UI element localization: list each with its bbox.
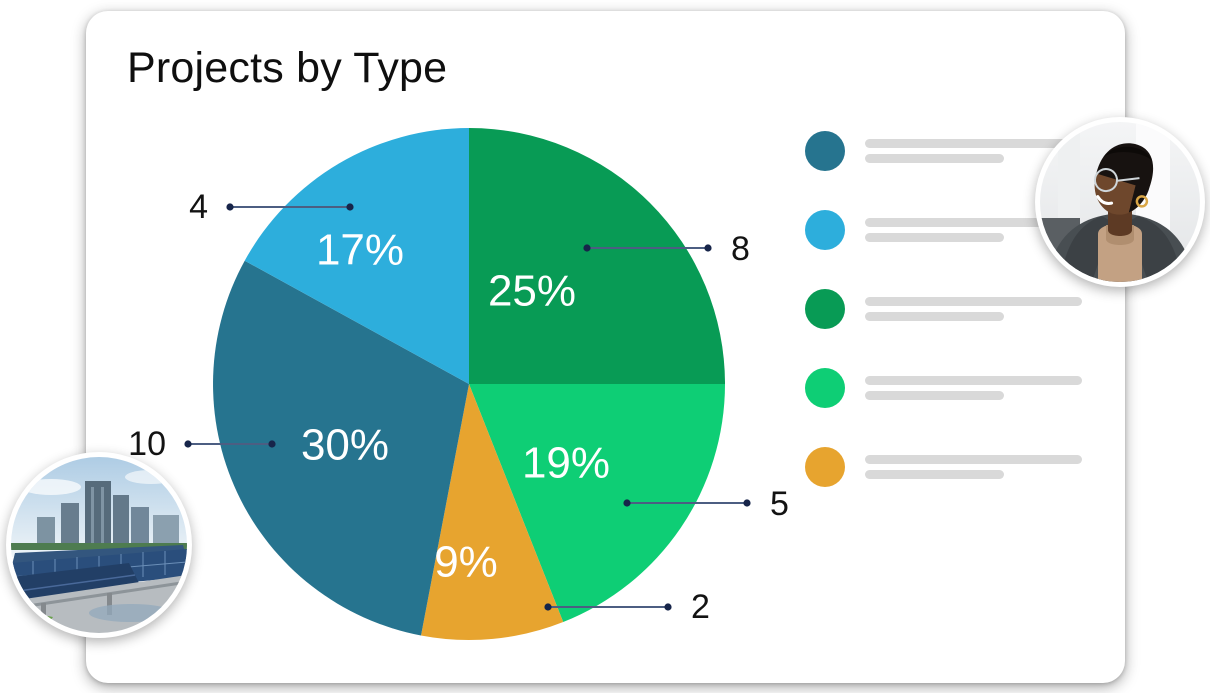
legend-item-4 [805, 366, 1105, 410]
legend-color-dot [805, 368, 845, 408]
legend-skeleton-bar-short [865, 470, 1004, 479]
legend-color-dot [805, 447, 845, 487]
legend-item-3 [805, 287, 1105, 331]
legend-skeleton-bar-long [865, 139, 1082, 148]
legend-item-2 [805, 208, 1105, 252]
legend-skeleton-bar-short [865, 391, 1004, 400]
legend-item-1 [805, 129, 1105, 173]
legend-skeleton-bar-long [865, 218, 1082, 227]
solar-panels-photo [6, 452, 192, 638]
legend-item-5 [805, 445, 1105, 489]
page-title: Projects by Type [127, 44, 448, 92]
legend-skeleton-bar-long [865, 376, 1082, 385]
portrait-woman-illustration [1040, 122, 1200, 282]
legend-skeleton-bar-short [865, 233, 1004, 242]
legend-skeleton-bar-short [865, 154, 1004, 163]
solar-city-illustration [11, 457, 187, 633]
legend-color-dot [805, 210, 845, 250]
legend-skeleton-bar-long [865, 297, 1082, 306]
legend-color-dot [805, 289, 845, 329]
legend-skeleton-bar-short [865, 312, 1004, 321]
legend-color-dot [805, 131, 845, 171]
chart-card [86, 11, 1125, 683]
avatar-photo [1035, 117, 1205, 287]
legend-skeleton-bar-long [865, 455, 1082, 464]
